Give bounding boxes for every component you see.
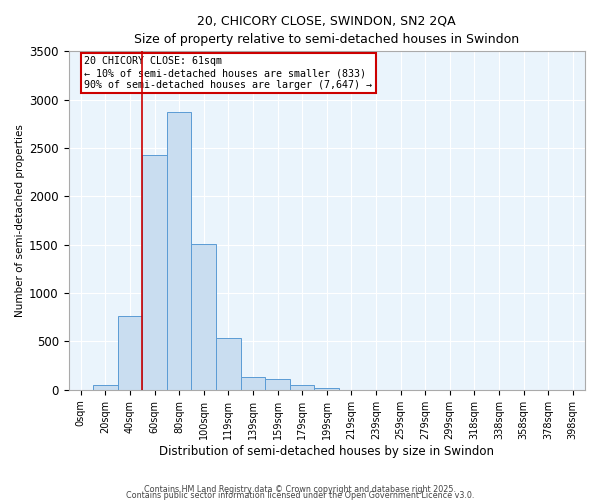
Bar — [167, 112, 191, 390]
Text: Contains public sector information licensed under the Open Government Licence v3: Contains public sector information licen… — [126, 490, 474, 500]
Bar — [265, 378, 290, 390]
Title: 20, CHICORY CLOSE, SWINDON, SN2 2QA
Size of property relative to semi-detached h: 20, CHICORY CLOSE, SWINDON, SN2 2QA Size… — [134, 15, 520, 46]
Text: 20 CHICORY CLOSE: 61sqm
← 10% of semi-detached houses are smaller (833)
90% of s: 20 CHICORY CLOSE: 61sqm ← 10% of semi-de… — [84, 56, 372, 90]
Y-axis label: Number of semi-detached properties: Number of semi-detached properties — [15, 124, 25, 317]
Bar — [191, 244, 216, 390]
Bar — [241, 378, 265, 390]
Bar — [314, 388, 339, 390]
Bar — [216, 338, 241, 390]
Bar — [118, 316, 142, 390]
X-axis label: Distribution of semi-detached houses by size in Swindon: Distribution of semi-detached houses by … — [159, 444, 494, 458]
Bar — [93, 385, 118, 390]
Bar — [290, 384, 314, 390]
Text: Contains HM Land Registry data © Crown copyright and database right 2025.: Contains HM Land Registry data © Crown c… — [144, 484, 456, 494]
Bar — [142, 155, 167, 390]
